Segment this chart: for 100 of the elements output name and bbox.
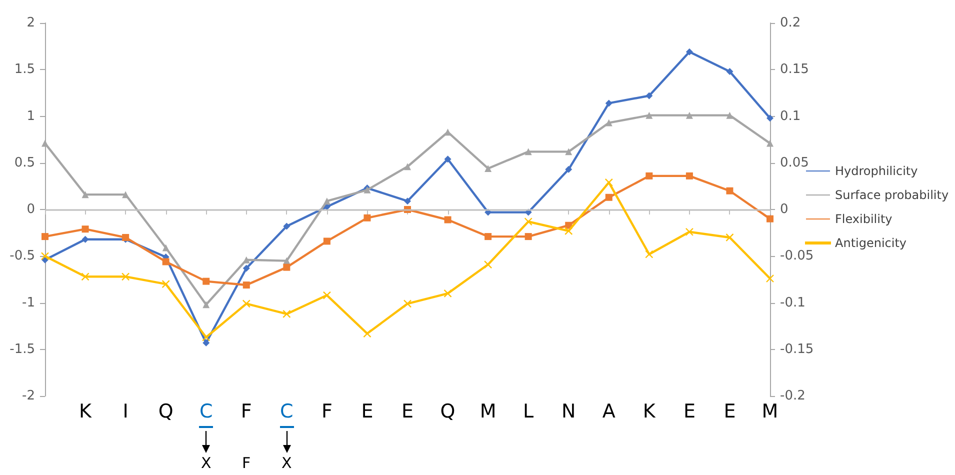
point [122,191,130,198]
point [202,301,210,308]
x-tick-label: K [79,400,92,422]
point [162,258,170,266]
x-tick-label: Q [158,400,174,422]
point [42,140,48,147]
point [726,187,734,194]
point [322,291,332,300]
point [686,172,693,180]
point [646,112,653,119]
point [766,274,774,283]
point [323,238,330,245]
point [766,140,774,147]
point [605,194,612,201]
point [766,215,774,222]
y2-tick-label: 0.2 [780,16,801,30]
y2-tick-label: -0.15 [780,342,814,357]
point [686,48,693,56]
point [242,282,250,289]
legend-label: Surface probability [835,188,949,202]
point [121,272,130,281]
point [444,216,452,224]
x-tick-label: E [724,400,736,422]
point [444,128,452,136]
point [726,68,734,75]
point [565,148,572,156]
legend-label: Flexibility [835,212,892,226]
y-tick-label: 0 [26,202,35,217]
point [645,250,654,258]
text: X [282,454,292,472]
y2-tick-label: 0.15 [780,62,809,78]
y2-tick-label: -0.2 [780,388,806,404]
point [242,300,250,308]
y-tick-label: 1 [26,108,35,124]
point [81,272,90,281]
point [524,148,532,156]
x-tick-label: E [401,400,414,422]
y2-tick-label: 0.05 [780,155,809,170]
y2-tick-label: 0.1 [780,108,801,124]
point [605,100,612,107]
point [646,92,653,100]
x-tick-label: E [683,400,696,422]
point [605,119,612,126]
point [766,114,774,122]
point [323,198,330,205]
y-tick-label: -0.5 [10,248,35,264]
text: X [200,454,212,472]
point [202,339,210,346]
point [40,252,50,260]
point [726,112,734,119]
point [524,233,532,240]
point [726,233,734,242]
point [162,244,170,252]
point [604,178,613,187]
point [403,300,412,308]
y-tick-label: 2 [26,16,35,30]
x-tick-label: F [240,400,252,422]
point [42,233,48,240]
y2-tick-label: -0.1 [780,295,806,310]
legend-label: Hydrophilicity [835,164,918,178]
point [484,164,492,172]
x-tick-label: K [642,400,656,422]
x-tick-label: Q [440,400,456,422]
x-tick-label: L [523,400,534,422]
x-tick-label: C [280,400,294,422]
legend-label: Antigenicity [835,236,907,250]
x-tick-label: N [562,400,576,422]
y-tick-label: 0.5 [14,155,35,170]
y-tick-label: -1.5 [10,342,35,357]
point [82,191,89,198]
x-tick-label: F [321,400,332,422]
point [364,214,371,222]
y-tick-label: -2 [22,388,35,404]
point [283,222,290,230]
x-tick-label: I [122,400,128,422]
x-tick-label: M [762,400,778,422]
point [646,172,653,180]
x-tick-label: A [602,400,616,422]
point [484,233,492,240]
point [484,260,492,269]
point [82,226,89,233]
y-tick-label: -1 [22,295,35,310]
x-tick-label: E [361,400,374,422]
point [283,257,290,264]
y-tick-label: 1.5 [14,62,35,78]
point [162,280,170,288]
point [685,228,694,236]
x-tick-label: M [480,400,496,422]
point [444,156,452,163]
point [686,112,693,119]
x-tick-label: C [199,400,213,422]
point [242,264,250,272]
point [524,218,532,226]
point [444,289,452,298]
y2-tick-label: 0 [780,202,788,217]
point [202,333,210,342]
point [404,198,411,205]
point [565,166,572,173]
point [282,310,291,318]
point [82,236,89,243]
